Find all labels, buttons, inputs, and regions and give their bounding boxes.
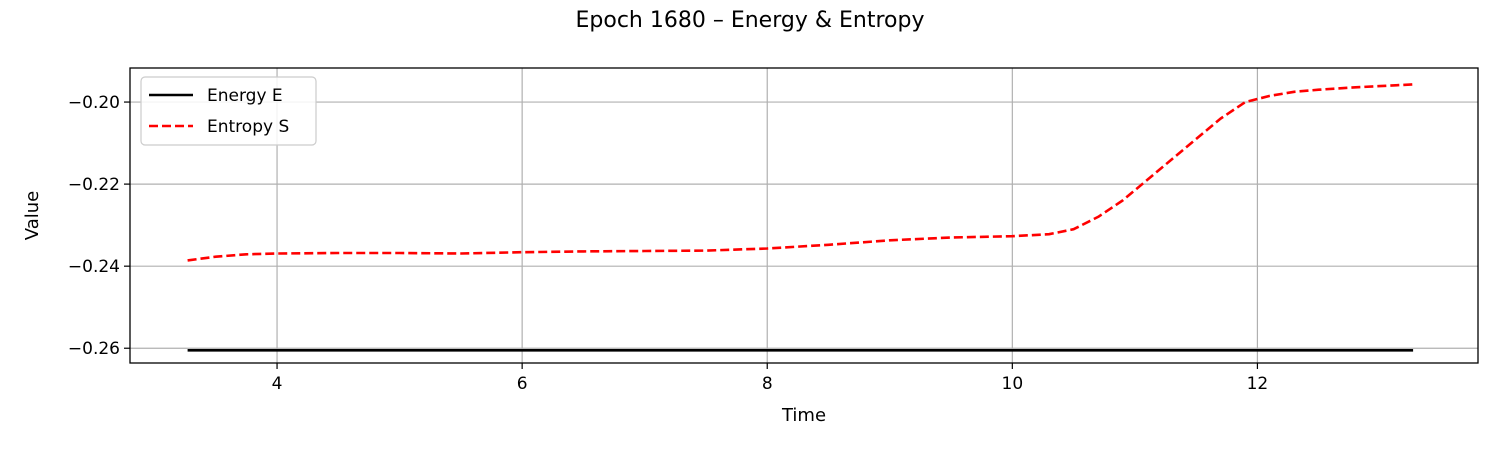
chart-title: Epoch 1680 – Energy & Entropy — [576, 8, 925, 33]
x-tick-label: 10 — [1002, 374, 1024, 394]
series-line-entropy — [187, 83, 1414, 262]
x-tick-label: 12 — [1247, 374, 1269, 394]
y-tick-label: −0.22 — [68, 175, 120, 195]
x-tick-label: 4 — [272, 374, 283, 394]
x-tick-label: 8 — [762, 374, 773, 394]
legend-label: Energy E — [207, 86, 283, 106]
plot-lines — [187, 83, 1414, 352]
x-axis-label: Time — [781, 405, 826, 426]
legend: Energy E Entropy S — [140, 76, 317, 146]
plot-area-frame — [129, 67, 1479, 364]
legend-label: Entropy S — [207, 117, 289, 137]
y-tick-label: −0.20 — [68, 93, 120, 113]
y-axis-label: Value — [22, 191, 43, 240]
x-tick-label: 6 — [517, 374, 528, 394]
grid — [130, 68, 1478, 363]
y-tick-label: −0.26 — [68, 339, 120, 359]
y-tick-label: −0.24 — [68, 257, 120, 277]
axis-ticks: 4 6 8 10 12 −0.26 −0.24 −0.22 −0.20 — [68, 93, 1268, 394]
